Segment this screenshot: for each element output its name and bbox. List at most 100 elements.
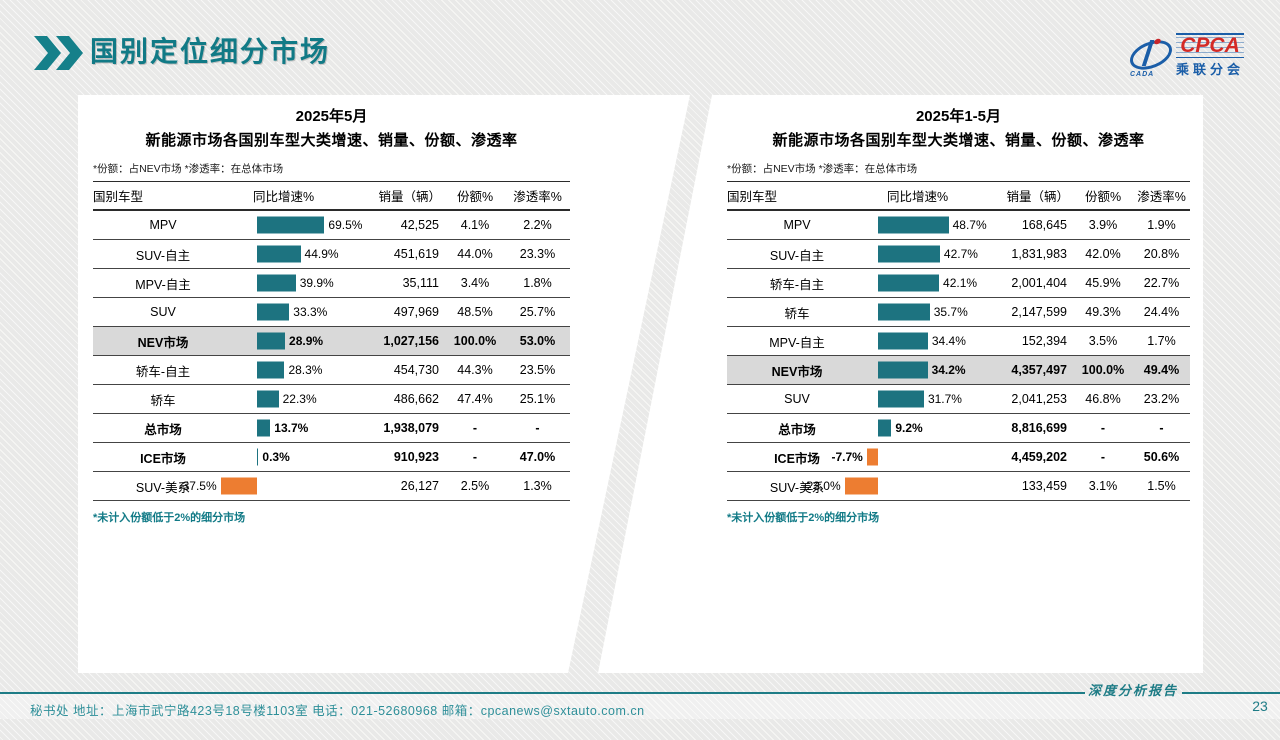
table-row: 总市场 9.2% 8,816,699 - - [727, 414, 1190, 443]
table-body: MPV 48.7% 168,645 3.9% 1.9% SUV-自主 42.7% 1,831,… [727, 211, 1190, 501]
sales-value: 26,127 [400, 479, 439, 493]
growth-bar-cell: -23.0% [803, 472, 1005, 500]
sales-value: 1,938,079 [383, 421, 439, 435]
penetration-value: 50.6% [1143, 450, 1180, 464]
col-header-segment: 国别车型 [727, 190, 778, 204]
penetration-value: 53.0% [519, 334, 556, 348]
sales-value: 497,969 [393, 305, 439, 319]
share-value: 3.4% [460, 276, 490, 290]
panel-2025-01-05: 2025年1-5月 新能源市场各国别车型大类增速、销量、份额、渗透率 *份额：占… [598, 95, 1203, 673]
panel-2025-05: 2025年5月 新能源市场各国别车型大类增速、销量、份额、渗透率 *份额：占NE… [78, 95, 690, 673]
panel-title: 新能源市场各国别车型大类增速、销量、份额、渗透率 [145, 132, 518, 149]
sales-value: 2,001,404 [1011, 276, 1067, 290]
growth-bar [878, 303, 930, 321]
growth-bar-cell: -7.7% [831, 443, 1005, 471]
growth-bar [878, 361, 928, 379]
share-value: 46.8% [1085, 392, 1121, 406]
row-label: 轿车 [784, 306, 810, 321]
table-body: MPV 69.5% 42,525 4.1% 2.2% SUV-自主 44.9% 451,619… [93, 211, 570, 501]
growth-bar [257, 362, 284, 379]
footer-divider-left [0, 692, 1085, 694]
growth-bar [844, 477, 878, 495]
growth-value: 44.9% [304, 247, 339, 261]
panel-definitions-note: *份额：占NEV市场 *渗透率：在总体市场 [93, 163, 284, 175]
double-chevron-icon [34, 36, 83, 70]
sales-value: 152,394 [1021, 334, 1067, 348]
share-value: 49.3% [1085, 305, 1121, 319]
col-header-growth: 同比增速% [887, 190, 949, 204]
share-value: 100.0% [1081, 363, 1125, 377]
panel-title: 新能源市场各国别车型大类增速、销量、份额、渗透率 [772, 132, 1145, 149]
penetration-value: 20.8% [1143, 247, 1180, 261]
col-header-share: 份额% [456, 190, 494, 204]
penetration-value: 25.7% [519, 305, 556, 319]
col-header-share: 份额% [1084, 190, 1122, 204]
row-label: 轿车-自主 [135, 364, 191, 379]
growth-bar-cell: 34.4% [867, 327, 1005, 355]
logo-cn-text: 乘联分会 [1176, 61, 1245, 77]
panel-definitions-note: *份额：占NEV市场 *渗透率：在总体市场 [727, 163, 918, 175]
footer-contact-text: 秘书处 地址：上海市武宁路423号18号楼1103室 电话：021-526809… [30, 704, 645, 718]
sales-value: 4,357,497 [1011, 363, 1067, 377]
penetration-value: 2.2% [523, 218, 552, 232]
col-header-penetration: 渗透率% [1137, 190, 1186, 204]
growth-value: 28.9% [289, 334, 324, 348]
penetration-value: 1.8% [523, 276, 552, 290]
col-header-sales: 销量（辆） [378, 190, 441, 204]
share-value: 3.5% [1088, 334, 1118, 348]
growth-bar-cell: 69.5% [233, 211, 368, 239]
footer-divider-right [1182, 692, 1280, 694]
growth-value: 42.1% [943, 276, 978, 290]
row-label: NEV市场 [137, 335, 189, 350]
penetration-value: 23.5% [519, 363, 556, 377]
growth-bar [257, 449, 258, 466]
growth-value: 42.7% [943, 247, 978, 261]
row-label: ICE市场 [140, 451, 186, 466]
growth-value: -7.7% [831, 450, 863, 464]
cpca-logo: CADA CPCA 乘联分会 [1125, 30, 1266, 80]
cada-swoosh-icon: CADA [1125, 34, 1177, 78]
row-label: NEV市场 [771, 364, 823, 379]
table-row: ICE市场 0.3% 910,923 - 47.0% [93, 443, 570, 472]
share-value: 3.9% [1088, 218, 1118, 232]
table-row: SUV-自主 44.9% 451,619 44.0% 23.3% [93, 240, 570, 269]
share-value: - [1100, 450, 1106, 464]
penetration-value: 47.0% [519, 450, 556, 464]
growth-value: 0.3% [262, 450, 290, 464]
table-row: NEV市场 34.2% 4,357,497 100.0% 49.4% [727, 356, 1190, 385]
growth-bar-cell: 28.9% [233, 327, 368, 355]
penetration-value: 23.3% [519, 247, 556, 261]
sales-value: 133,459 [1021, 479, 1067, 493]
table-row: SUV 31.7% 2,041,253 46.8% 23.2% [727, 385, 1190, 414]
share-value: 44.3% [457, 363, 493, 377]
growth-bar-cell: 31.7% [867, 385, 1005, 413]
col-header-sales: 销量（辆） [1006, 190, 1069, 204]
growth-bar [878, 274, 940, 292]
growth-bar [878, 332, 928, 350]
row-label: 轿车 [150, 393, 176, 408]
row-label: MPV-自主 [769, 335, 825, 350]
growth-value: 33.3% [293, 305, 328, 319]
growth-value: 69.5% [328, 218, 363, 232]
growth-value: -23.0% [802, 479, 841, 493]
row-label: ICE市场 [774, 451, 820, 466]
sales-value: 2,041,253 [1011, 392, 1067, 406]
table-row: MPV 69.5% 42,525 4.1% 2.2% [93, 211, 570, 240]
share-value: 42.0% [1085, 247, 1121, 261]
growth-bar-cell: 13.7% [233, 414, 368, 442]
sales-value: 451,619 [393, 247, 439, 261]
sales-value: 486,662 [393, 392, 439, 406]
sales-value: 8,816,699 [1011, 421, 1067, 435]
growth-bar-cell: 48.7% [867, 211, 1005, 239]
growth-bar-cell: 9.2% [867, 414, 1005, 442]
growth-bar [866, 448, 878, 466]
row-label: MPV-自主 [135, 277, 191, 292]
row-label: MPV [149, 218, 177, 232]
logo-cada-text: CADA [1130, 71, 1155, 78]
col-header-growth: 同比增速% [253, 190, 315, 204]
penetration-value: 25.1% [519, 392, 556, 406]
panel-title-period: 2025年1-5月 [915, 108, 1002, 125]
growth-value: 28.3% [288, 363, 323, 377]
page-title: 国别定位细分市场 [90, 36, 331, 67]
share-value: 48.5% [457, 305, 493, 319]
